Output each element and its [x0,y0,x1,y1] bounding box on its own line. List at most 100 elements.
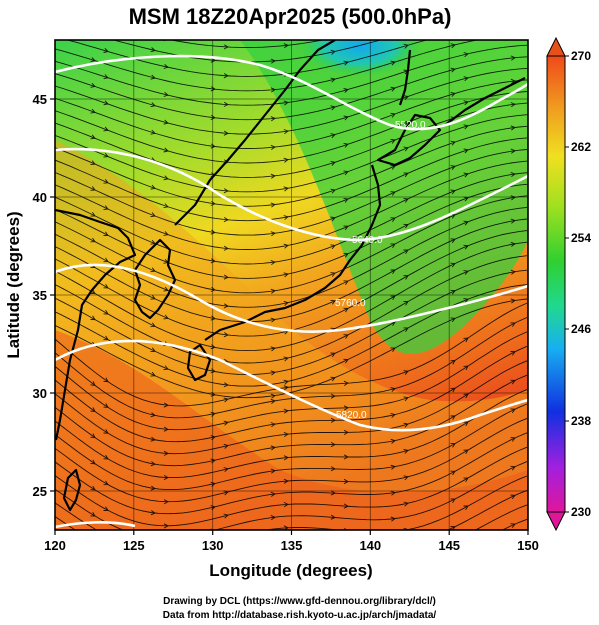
streamline-arrow [210,114,216,121]
streamline-arrow [463,449,469,455]
streamline-arrow [390,464,396,470]
streamline-arrow [224,584,228,588]
streamline-arrow [450,140,456,146]
streamline-arrow [450,189,456,195]
streamline [55,331,528,431]
streamline-arrow [391,35,395,39]
streamline [55,79,528,149]
streamline-arrow [210,344,216,350]
streamline-arrow [343,252,349,258]
streamline-arrow [510,241,516,247]
streamline-arrow [450,262,456,268]
streamline-arrow [270,468,276,474]
y-tick-label: 35 [33,288,47,303]
streamline-arrow [104,584,109,588]
streamline [55,102,528,178]
streamline-arrow [510,437,516,442]
streamline-arrow [330,188,336,194]
streamline-arrow [390,217,396,222]
streamline-arrow [271,539,275,543]
streamline-arrow [103,100,109,106]
streamline-arrow [151,560,155,564]
streamline-arrow [163,119,169,125]
streamline-arrow [150,129,156,135]
contour-label-3: 5760.0 [335,298,366,309]
streamline-arrow [223,101,229,107]
streamline-arrow [90,289,96,294]
streamline-arrow [510,171,516,178]
streamline-arrow [223,73,229,79]
streamline [55,403,528,491]
streamline [55,44,528,106]
manchuria-coast [174,40,336,226]
streamline-arrow [510,102,516,108]
streamline-arrow [343,225,349,231]
streamline-arrow [390,243,396,248]
streamline-arrow [163,63,169,69]
streamline-arrow [163,523,169,529]
streamline-arrow [210,57,216,63]
map-title: MSM 18Z20Apr2025 (500.0hPa) [129,4,452,29]
streamline [55,172,528,265]
streamline-arrow [103,403,109,408]
height-contours [55,54,528,529]
streamline-arrow [223,382,229,388]
streamline-arrow [463,220,469,226]
contour-5820 [55,339,528,432]
streamline-arrow [210,229,216,235]
streamline-arrow [270,173,276,179]
colorbar-top-arrow [546,36,566,57]
streamline-arrow [510,269,516,275]
streamline-arrow [210,411,216,417]
streamline-arrow [90,407,96,413]
streamline-arrow [403,146,409,152]
streamline-arrow [283,243,289,249]
streamline-arrow [90,160,96,166]
colorbar-tick: 246 [571,322,591,336]
streamline-arrow [463,172,469,178]
tick-marks [50,98,529,535]
streamline-arrow [210,458,216,464]
x-tick-label: 135 [281,538,303,553]
streamline-arrow [463,505,469,511]
streamline-arrow [464,534,469,538]
streamline-arrow [163,175,169,181]
streamline-arrow [390,295,396,301]
streamline-arrow [270,58,276,64]
streamline-arrow [450,92,456,97]
streamline-arrow [163,365,169,371]
streamline-arrow [223,303,229,309]
streamline-arrow [343,478,349,485]
streamline-arrow [270,393,276,399]
streamline-arrow [403,396,409,402]
japan-hokkaido [376,113,442,167]
streamline-arrow [330,77,336,83]
streamline-arrow [403,501,409,507]
streamline [55,183,528,279]
streamline-arrow [510,408,516,414]
contour-label-2: 5640.0 [352,235,383,246]
streamline-arrow [330,105,336,111]
streamline-arrow [283,100,289,106]
streamline-arrow [90,108,96,114]
streamline-arrow [403,449,409,454]
streamline-arrow [403,475,409,481]
streamline-arrow [330,514,336,520]
streamline-arrow [450,317,456,323]
streamline-arrow [103,152,109,158]
streamline-arrow [463,100,469,106]
y-tick-label: 25 [33,484,47,499]
streamline-arrow [103,231,109,236]
streamline-arrow [270,445,276,451]
streamline-arrow [450,289,456,295]
streamline-arrow [403,275,409,280]
streamline-arrow [151,535,155,539]
streamline-arrow [270,346,276,352]
streamline-arrow [404,555,408,559]
streamline-arrow [330,299,336,305]
streamline-arrow [343,405,349,411]
streamline-arrow [390,516,396,522]
streamline-arrow [223,397,229,403]
y-tick-label: 30 [33,386,47,401]
